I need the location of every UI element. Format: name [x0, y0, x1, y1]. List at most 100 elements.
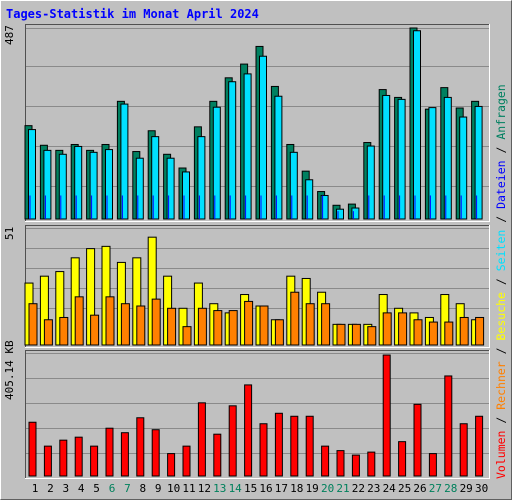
rechner-bar	[413, 319, 423, 346]
x-tick-label: 5	[93, 482, 100, 495]
rechner-bar	[136, 305, 146, 346]
bottom-panel-border-shadow	[25, 350, 490, 479]
legend-anfragen: Anfragen	[494, 84, 508, 140]
x-tick-label: 21	[336, 482, 350, 495]
rechner-bar	[321, 303, 331, 346]
legend-besuche: Besuche	[494, 292, 508, 341]
x-tick-label: 1	[31, 482, 39, 495]
chart-title: Tages-Statistik im Monat April 2024	[6, 7, 259, 21]
volumen-bar	[367, 451, 376, 477]
rechner-bar	[459, 316, 469, 346]
seiten-bar	[289, 151, 298, 220]
rechner-bar	[351, 323, 361, 346]
seiten-bar	[336, 208, 344, 220]
x-tick-label: 30	[474, 482, 489, 495]
x-tick-label: 10	[166, 482, 181, 495]
rechner-bar	[367, 326, 377, 346]
legend-dateien: Dateien	[494, 160, 508, 209]
seiten-bar	[135, 157, 144, 220]
volumen-bar	[197, 402, 206, 477]
x-tick-label: 8	[139, 482, 147, 495]
bottom-panel-background	[25, 350, 490, 479]
volumen-bar	[90, 445, 99, 477]
seiten-bar	[43, 149, 52, 220]
rechner-bar	[74, 296, 84, 346]
legend-volumen: Volumen	[494, 430, 508, 479]
x-tick-label: 28	[444, 482, 458, 495]
x-tick-label: 26	[413, 482, 427, 495]
seiten-bar	[366, 145, 375, 220]
volumen-bar	[167, 453, 176, 477]
volumen-bar	[136, 417, 145, 477]
seiten-bar	[243, 73, 252, 220]
x-tick-label: 27	[428, 482, 443, 495]
volumen-bar	[151, 429, 160, 477]
rechner-bar	[105, 296, 115, 346]
x-axis-labels: 1 2 3 4 5 6 7 8 9 10 11 12 13 14 15 16 17 18 19 20 21 22 23 24 2…	[0, 482, 512, 496]
rechner-bar	[213, 310, 223, 346]
seiten-bar	[305, 179, 314, 220]
rechner-bar	[274, 319, 284, 346]
seiten-bar	[166, 157, 175, 220]
bottom-panel-border-highlight	[25, 350, 490, 479]
seiten-bar	[74, 145, 83, 220]
rechner-bar	[336, 323, 346, 346]
seiten-bar	[89, 151, 98, 220]
volumen-bar	[321, 445, 330, 477]
volumen-bar	[43, 445, 52, 477]
volumen-bar	[398, 441, 407, 477]
legend-separator: /	[494, 208, 508, 230]
rechner-bar	[398, 312, 408, 346]
x-tick-label: 17	[274, 482, 289, 495]
x-tick-label: 16	[259, 482, 273, 495]
seiten-bar	[320, 194, 329, 220]
top-panel-ymax-label: 487	[3, 25, 16, 45]
rechner-bar	[90, 314, 100, 346]
x-tick-label: 14	[228, 482, 242, 495]
rechner-bar	[182, 326, 192, 346]
seiten-bar	[459, 116, 468, 220]
rechner-bar	[59, 316, 69, 346]
x-tick-label: 18	[290, 482, 304, 495]
x-tick-label: 9	[154, 482, 162, 495]
seiten-bar	[397, 98, 406, 220]
legend-rechner: Rechner	[494, 361, 508, 410]
seiten-bar	[105, 149, 113, 220]
seiten-bar	[259, 55, 267, 220]
rechner-bar	[382, 312, 392, 346]
seiten-bar	[474, 105, 483, 220]
x-tick-label: 19	[305, 482, 319, 495]
bottom-panel-ymax-label: 405.14 KB	[3, 340, 16, 400]
rechner-bar	[475, 316, 485, 346]
rechner-bar	[43, 319, 53, 346]
volumen-bar	[413, 403, 422, 477]
x-tick-label: 13	[213, 482, 227, 495]
seiten-bar	[120, 103, 129, 220]
middle-panel-border-highlight	[25, 225, 490, 348]
seiten-bar	[443, 96, 452, 220]
x-tick-label: 24	[382, 482, 396, 495]
seiten-bar	[274, 95, 283, 220]
seiten-bar	[28, 129, 36, 220]
rechner-bar	[290, 291, 300, 346]
rechner-bar	[259, 305, 269, 346]
seiten-bar	[182, 171, 190, 220]
volumen-bar	[182, 445, 191, 477]
volumen-bar	[305, 415, 314, 477]
top-panel-border-highlight	[25, 24, 490, 222]
volumen-bar	[428, 453, 437, 477]
x-tick-label: 29	[459, 482, 473, 495]
volumen-bar	[74, 436, 83, 477]
seiten-bar	[428, 107, 437, 220]
legend-seiten: Seiten	[494, 229, 508, 272]
rechner-bar	[228, 310, 238, 346]
volumen-bar	[382, 354, 391, 477]
rechner-bar	[167, 307, 177, 346]
seiten-bar	[212, 106, 221, 220]
x-tick-label: 7	[124, 482, 131, 495]
seiten-bar	[197, 136, 206, 220]
volumen-bar	[213, 433, 222, 477]
x-tick-label: 6	[108, 482, 116, 495]
